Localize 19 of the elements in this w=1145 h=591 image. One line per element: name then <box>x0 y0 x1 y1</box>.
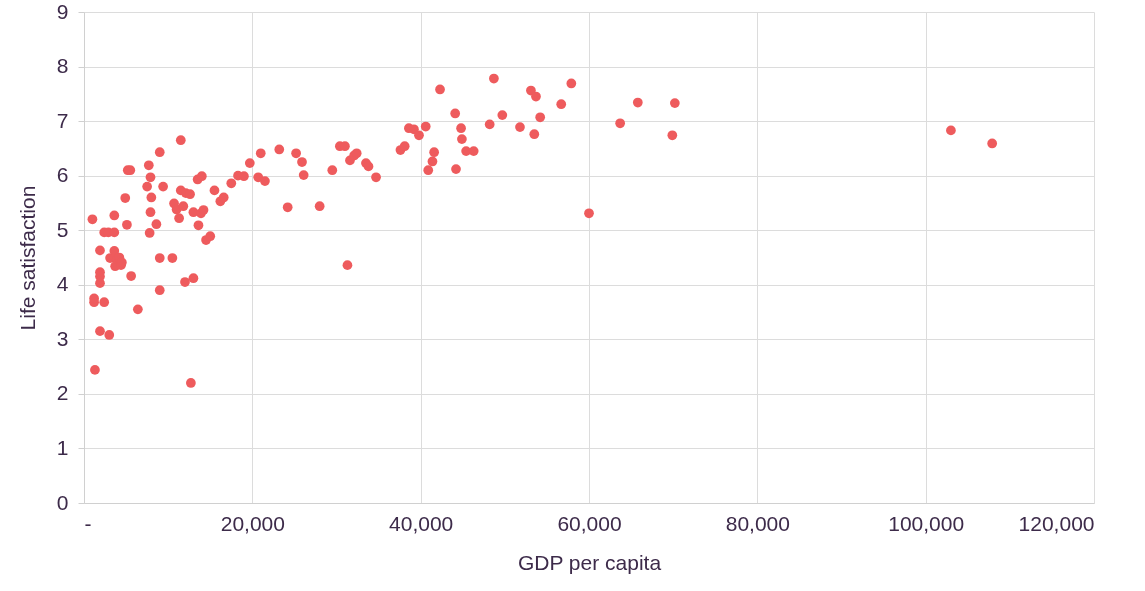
x-tick-label: - <box>84 511 92 535</box>
x-tick-label: 120,000 <box>1018 511 1095 535</box>
y-tick-label: 7 <box>56 108 69 132</box>
y-tick-label: 4 <box>56 272 69 296</box>
y-tick-label: 8 <box>56 54 69 78</box>
y-tick-label: 9 <box>56 0 69 23</box>
y-tick-label: 6 <box>56 163 69 187</box>
x-tick-label: 20,000 <box>220 511 285 535</box>
y-tick-label: 2 <box>56 381 69 405</box>
x-tick-label: 40,000 <box>389 511 454 535</box>
y-axis-title: Life satisfaction <box>15 185 39 331</box>
x-tick-label: 80,000 <box>725 511 790 535</box>
x-tick-label: 60,000 <box>557 511 622 535</box>
y-tick-label: 5 <box>56 217 69 241</box>
y-tick-label: 0 <box>56 490 69 514</box>
x-tick-label: 100,000 <box>888 511 965 535</box>
y-tick-label: 1 <box>56 435 69 459</box>
x-axis-title: GDP per capita <box>517 550 662 574</box>
y-tick-label: 3 <box>56 326 69 350</box>
